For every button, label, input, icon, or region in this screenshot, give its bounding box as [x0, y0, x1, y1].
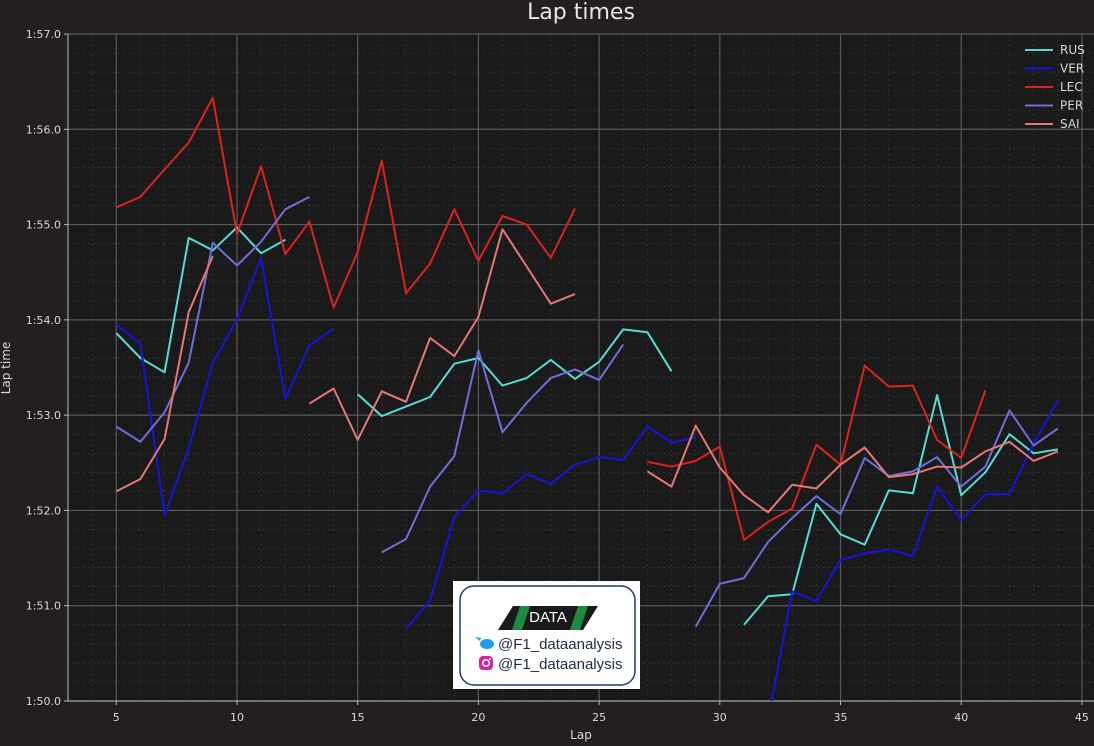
x-tick-label: 45 [1075, 711, 1089, 724]
y-tick-label: 1:56.0 [26, 123, 61, 136]
x-tick-label: 30 [713, 711, 727, 724]
x-tick-label: 40 [954, 711, 968, 724]
series-line-per [694, 409, 1059, 628]
y-tick-label: 1:50.0 [26, 695, 61, 708]
series-line-sai [646, 424, 1059, 514]
axes: 5 10 15 20 25 30 35 40 45 1:50.0 1:51.0 1:52.0 1:53.… [26, 28, 1094, 724]
y-tick-label: 1:51.0 [26, 600, 61, 613]
series-line-lec [647, 364, 987, 541]
series-line-rus [357, 328, 673, 418]
legend-label-per: PER [1060, 99, 1083, 113]
x-axis-label: Lap [570, 728, 592, 742]
x-tick-label: 15 [351, 711, 365, 724]
series-line-lec [115, 96, 576, 309]
y-axis-label: Lap time [0, 342, 13, 395]
series-lines [115, 96, 1059, 701]
legend-label-lec: LEC [1060, 80, 1083, 94]
series-line-per [115, 196, 310, 443]
series-line-ver [405, 425, 696, 630]
x-tick-label: 20 [471, 711, 485, 724]
series-line-per [381, 344, 625, 554]
y-tick-label: 1:55.0 [26, 219, 61, 232]
x-tick-label: 25 [592, 711, 606, 724]
series-line-rus [115, 226, 286, 374]
series-line-sai [308, 228, 576, 441]
y-tick-label: 1:54.0 [26, 314, 61, 327]
instagram-icon [479, 656, 493, 670]
y-tick-label: 1:53.0 [26, 409, 61, 422]
watermark-box: DATA @F1_dataanalysis @F1_dataanalysis [453, 581, 640, 689]
y-tick-label: 1:52.0 [26, 504, 61, 517]
legend-label-sai: SAI [1060, 117, 1080, 131]
legend: RUS VER LEC PER SAI [1025, 43, 1085, 131]
x-tick-label: 35 [834, 711, 848, 724]
series-line-ver [115, 256, 335, 517]
twitter-icon [475, 637, 494, 649]
legend-label-rus: RUS [1060, 43, 1085, 57]
twitter-handle: @F1_dataanalysis [498, 636, 622, 653]
major-grid [68, 33, 1094, 702]
data-logo: DATA [498, 606, 598, 630]
chart-title: Lap times [527, 0, 635, 25]
data-logo-text: DATA [529, 609, 567, 626]
x-tick-label: 5 [113, 711, 120, 724]
series-line-rus [743, 394, 1058, 626]
series-line-sai [115, 255, 214, 493]
legend-label-ver: VER [1060, 62, 1084, 76]
instagram-handle: @F1_dataanalysis [498, 656, 622, 673]
series-line-ver [770, 400, 1059, 701]
y-tick-label: 1:57.0 [26, 28, 61, 41]
x-tick-label: 10 [230, 711, 244, 724]
